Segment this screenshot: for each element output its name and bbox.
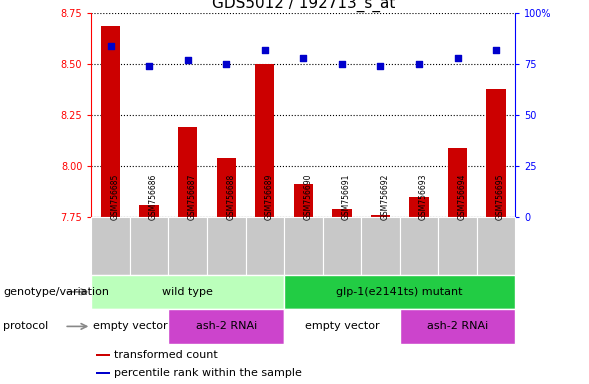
Bar (332, 209, 352, 217)
Bar (400, 217, 438, 275)
Bar (400, 309, 515, 344)
Text: glp-1(e2141ts) mutant: glp-1(e2141ts) mutant (336, 287, 463, 297)
Point (453, 55, 462, 61)
Text: ash-2 RNAi: ash-2 RNAi (196, 321, 257, 331)
Text: GSM756690: GSM756690 (303, 173, 312, 220)
Bar (168, 309, 284, 344)
Bar (140, 205, 159, 217)
Bar (487, 89, 506, 217)
Point (414, 61, 423, 67)
Point (491, 47, 501, 53)
Bar (178, 127, 197, 217)
Bar (477, 217, 515, 275)
Text: empty vector: empty vector (305, 321, 379, 331)
Bar (95, 354, 110, 356)
Text: GSM756693: GSM756693 (419, 173, 428, 220)
Bar (130, 217, 168, 275)
Text: transformed count: transformed count (114, 350, 217, 360)
Text: GSM756688: GSM756688 (226, 174, 235, 220)
Title: GDS5012 / 192713_s_at: GDS5012 / 192713_s_at (211, 0, 395, 12)
Bar (284, 275, 515, 309)
Bar (207, 217, 246, 275)
Text: GSM756685: GSM756685 (111, 174, 120, 220)
Text: percentile rank within the sample: percentile rank within the sample (114, 368, 302, 378)
Bar (255, 64, 274, 217)
Bar (284, 217, 323, 275)
Text: GSM756691: GSM756691 (342, 174, 351, 220)
Bar (361, 217, 400, 275)
Point (337, 61, 346, 67)
Text: genotype/variation: genotype/variation (3, 287, 109, 297)
Bar (323, 217, 361, 275)
Bar (101, 26, 120, 217)
Text: GSM756692: GSM756692 (380, 174, 389, 220)
Point (144, 63, 154, 70)
Bar (284, 309, 400, 344)
Text: GSM756695: GSM756695 (496, 173, 505, 220)
Bar (91, 309, 168, 344)
Text: GSM756694: GSM756694 (458, 173, 466, 220)
Text: GSM756687: GSM756687 (188, 174, 197, 220)
Point (183, 57, 193, 63)
Bar (91, 217, 130, 275)
Text: GSM756689: GSM756689 (265, 174, 274, 220)
Bar (91, 275, 284, 309)
Bar (448, 148, 467, 217)
Bar (294, 184, 313, 217)
Point (260, 47, 270, 53)
Text: empty vector: empty vector (92, 321, 167, 331)
Text: GSM756686: GSM756686 (149, 174, 158, 220)
Bar (438, 217, 477, 275)
Bar (246, 217, 284, 275)
Bar (217, 158, 236, 217)
Point (106, 43, 115, 49)
Point (221, 61, 231, 67)
Bar (371, 215, 390, 217)
Text: ash-2 RNAi: ash-2 RNAi (427, 321, 488, 331)
Bar (168, 217, 207, 275)
Bar (409, 197, 429, 217)
Point (376, 63, 385, 70)
Text: protocol: protocol (3, 321, 48, 331)
Point (299, 55, 308, 61)
Text: wild type: wild type (162, 287, 213, 297)
Bar (95, 371, 110, 374)
